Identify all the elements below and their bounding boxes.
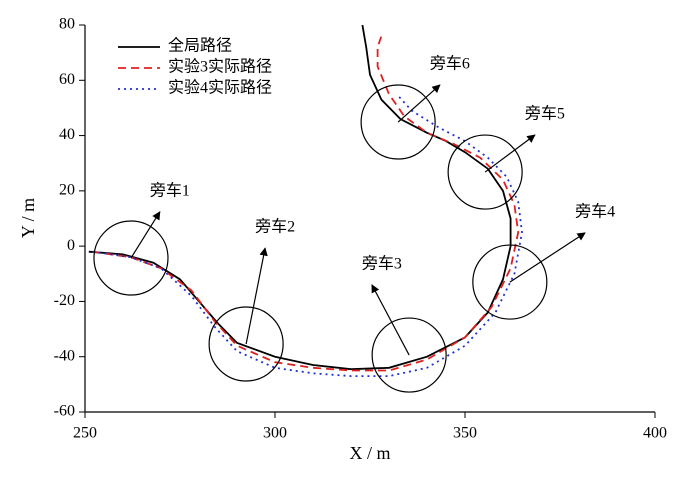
- vehicle-circle: [371, 317, 447, 393]
- x-tick-label: 350: [453, 425, 477, 442]
- vehicle-label: 旁车6: [430, 55, 470, 73]
- y-axis-label: Y / m: [18, 198, 38, 238]
- vehicle-label: 旁车2: [255, 218, 295, 236]
- arrow: [509, 232, 586, 283]
- y-tick-label: -40: [54, 347, 75, 364]
- arrow: [245, 247, 268, 345]
- y-tick-label: 0: [67, 237, 75, 254]
- x-tick-label: 250: [73, 425, 97, 442]
- vehicle-label: 旁车4: [575, 203, 615, 221]
- vehicle-label: 旁车3: [362, 255, 402, 273]
- vehicle-label: 旁车1: [150, 182, 190, 200]
- arrow: [130, 211, 161, 259]
- legend-label: 全局路径: [168, 37, 232, 55]
- y-tick-label: 20: [59, 182, 75, 199]
- vehicle-circle: [360, 84, 436, 160]
- arrow: [371, 284, 410, 356]
- y-tick-label: 60: [59, 71, 75, 88]
- arrow: [397, 84, 441, 123]
- vehicle-label: 旁车5: [525, 105, 565, 123]
- y-tick-label: -20: [54, 292, 75, 309]
- x-tick-label: 300: [263, 425, 287, 442]
- series-line: [92, 93, 523, 377]
- vehicle-circle: [447, 134, 523, 210]
- x-axis-label: X / m: [349, 443, 390, 463]
- series-line: [92, 35, 520, 372]
- vehicle-circle: [208, 306, 284, 382]
- arrow: [484, 134, 536, 173]
- vehicle-circle: [93, 220, 169, 296]
- y-tick-label: 40: [59, 126, 75, 143]
- legend-label: 实验4实际路径: [168, 79, 272, 97]
- vehicle-circle: [472, 244, 548, 320]
- y-tick-label: -60: [54, 403, 75, 420]
- y-tick-label: 80: [59, 16, 75, 33]
- x-tick-label: 400: [643, 425, 667, 442]
- legend-label: 实验3实际路径: [168, 58, 272, 76]
